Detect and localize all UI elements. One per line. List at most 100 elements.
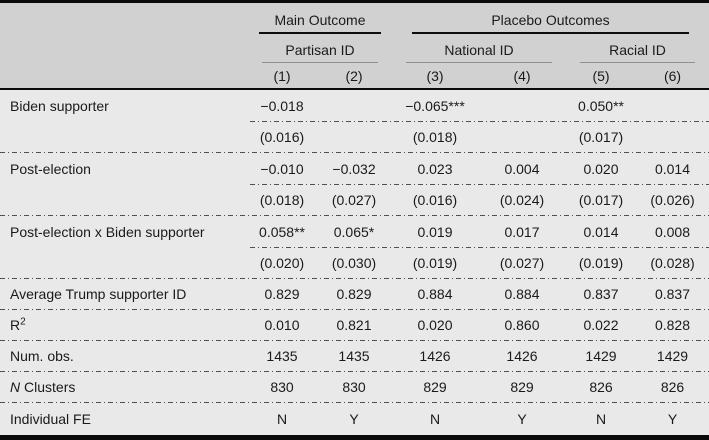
table-row-post-election: Post-election −0.010 −0.032 0.023 0.004 … bbox=[0, 153, 709, 184]
stat-cell: 0.829 bbox=[264, 286, 300, 302]
table-row-post-election-se: (0.018) (0.027) (0.016) (0.024) (0.017) … bbox=[0, 185, 709, 215]
row-separator bbox=[0, 278, 709, 279]
stat-cell: 1426 bbox=[506, 348, 538, 364]
row-label: Num. obs. bbox=[10, 348, 74, 364]
se-cell: (0.030) bbox=[331, 255, 377, 271]
subgroup-underline bbox=[262, 62, 378, 63]
subgroup-underline bbox=[406, 62, 552, 63]
row-label: Post-election x Biden supporter bbox=[10, 223, 205, 240]
stat-cell: N bbox=[595, 411, 607, 427]
row-label: Average Trump supporter ID bbox=[10, 286, 187, 302]
header-spacer bbox=[0, 3, 248, 34]
se-cell: (0.018) bbox=[412, 129, 458, 145]
header-group-placebo-outcomes: Placebo Outcomes bbox=[392, 3, 709, 34]
stat-cell: 0.884 bbox=[504, 286, 540, 302]
stat-cell: 0.860 bbox=[504, 317, 540, 333]
header-column-number-row: (1) (2) (3) (4) (5) (6) bbox=[0, 63, 709, 88]
se-cell: (0.017) bbox=[578, 192, 624, 208]
column-number: (6) bbox=[663, 67, 682, 84]
row-separator bbox=[250, 247, 709, 248]
header-subgroup-partisan-id: Partisan ID bbox=[248, 34, 392, 63]
table-bottom-rule bbox=[0, 435, 709, 440]
stat-cell: 0.837 bbox=[654, 286, 691, 302]
coefficient-cell: 0.004 bbox=[504, 160, 540, 177]
header-spacer bbox=[0, 34, 248, 63]
table-row-individual-fe: Individual FE N Y N Y N Y bbox=[0, 403, 709, 435]
group-label: Placebo Outcomes bbox=[491, 12, 610, 28]
stat-cell: Y bbox=[517, 411, 527, 427]
table-row-r-squared: R2 0.010 0.821 0.020 0.860 0.022 0.828 bbox=[0, 310, 709, 340]
header-subgroup-row: Partisan ID National ID Racial ID bbox=[0, 34, 709, 63]
coefficient-cell: 0.008 bbox=[654, 223, 691, 240]
table-row-n-clusters: N Clusters 830 830 829 829 826 826 bbox=[0, 372, 709, 402]
subgroup-label: National ID bbox=[444, 42, 514, 58]
row-separator bbox=[250, 121, 709, 122]
table-body: Biden supporter −0.018 −0.065*** 0.050**… bbox=[0, 90, 709, 435]
row-separator bbox=[0, 215, 709, 216]
row-separator bbox=[0, 371, 709, 372]
stat-cell: 0.010 bbox=[264, 317, 300, 333]
r-squared-exponent: 2 bbox=[20, 316, 26, 328]
header-subgroup-national-id: National ID bbox=[392, 34, 566, 63]
row-label: N Clusters bbox=[0, 379, 248, 395]
header-bottom-rule bbox=[0, 88, 709, 90]
stat-cell: 1429 bbox=[585, 348, 617, 364]
row-separator bbox=[0, 152, 709, 153]
coefficient-cell: −0.018 bbox=[260, 97, 304, 114]
table-row-average-trump-supporter-id: Average Trump supporter ID 0.829 0.829 0… bbox=[0, 279, 709, 309]
se-cell: (0.027) bbox=[499, 255, 545, 271]
stat-cell: N bbox=[429, 411, 441, 427]
n-clusters-text: Clusters bbox=[20, 379, 76, 395]
header-group-main-outcome: Main Outcome bbox=[248, 3, 392, 34]
table-row-interaction: Post-election x Biden supporter 0.058** … bbox=[0, 216, 709, 247]
se-cell: (0.016) bbox=[412, 192, 458, 208]
stat-cell: 829 bbox=[510, 379, 534, 395]
row-label: R2 bbox=[0, 317, 248, 333]
stat-cell: 1426 bbox=[419, 348, 451, 364]
stat-cell: 0.022 bbox=[583, 317, 619, 333]
stat-cell: 830 bbox=[270, 379, 294, 395]
stat-cell: Y bbox=[349, 411, 359, 427]
stat-cell: 1435 bbox=[338, 348, 370, 364]
header-group-row: Main Outcome Placebo Outcomes bbox=[0, 3, 709, 34]
se-cell: (0.019) bbox=[578, 255, 624, 271]
subgroup-label: Partisan ID bbox=[285, 42, 355, 58]
stat-cell: 0.829 bbox=[336, 286, 372, 302]
header-subgroup-racial-id: Racial ID bbox=[566, 34, 709, 63]
coefficient-cell: −0.032 bbox=[332, 160, 376, 177]
stat-cell: 0.821 bbox=[336, 317, 372, 333]
group-underline bbox=[259, 32, 381, 34]
row-separator bbox=[0, 309, 709, 310]
subgroup-label: Racial ID bbox=[609, 42, 666, 58]
group-label: Main Outcome bbox=[274, 12, 366, 28]
se-cell: (0.020) bbox=[259, 255, 305, 271]
coefficient-cell: 0.065* bbox=[333, 223, 375, 240]
row-separator bbox=[250, 184, 709, 185]
se-cell: (0.026) bbox=[650, 192, 695, 208]
column-number: (5) bbox=[592, 67, 610, 84]
stat-cell: 826 bbox=[660, 379, 685, 395]
stat-cell: N bbox=[276, 411, 288, 427]
row-separator bbox=[0, 340, 709, 341]
stat-cell: 0.020 bbox=[417, 317, 453, 333]
table-row-interaction-se: (0.020) (0.030) (0.019) (0.027) (0.019) … bbox=[0, 248, 709, 278]
n-clusters-italic-n: N bbox=[10, 379, 21, 395]
coefficient-cell: 0.014 bbox=[583, 223, 619, 240]
row-label: Biden supporter bbox=[10, 97, 109, 114]
table-top-rule bbox=[0, 0, 709, 3]
table-row-biden-supporter-se: (0.016) (0.018) (0.017) bbox=[0, 122, 709, 152]
se-cell: (0.019) bbox=[412, 255, 458, 271]
group-underline bbox=[412, 32, 689, 34]
stat-cell: 1435 bbox=[266, 348, 298, 364]
table-row-biden-supporter: Biden supporter −0.018 −0.065*** 0.050** bbox=[0, 90, 709, 121]
stat-cell: 0.884 bbox=[417, 286, 453, 302]
column-number: (3) bbox=[426, 67, 444, 84]
table-row-num-obs: Num. obs. 1435 1435 1426 1426 1429 1429 bbox=[0, 341, 709, 371]
stat-cell: 826 bbox=[589, 379, 613, 395]
column-number: (1) bbox=[273, 67, 291, 84]
table-header: Main Outcome Placebo Outcomes Partisan I… bbox=[0, 3, 709, 88]
coefficient-cell: −0.065*** bbox=[405, 97, 465, 114]
coefficient-cell: 0.017 bbox=[504, 223, 540, 240]
row-separator bbox=[0, 402, 709, 403]
